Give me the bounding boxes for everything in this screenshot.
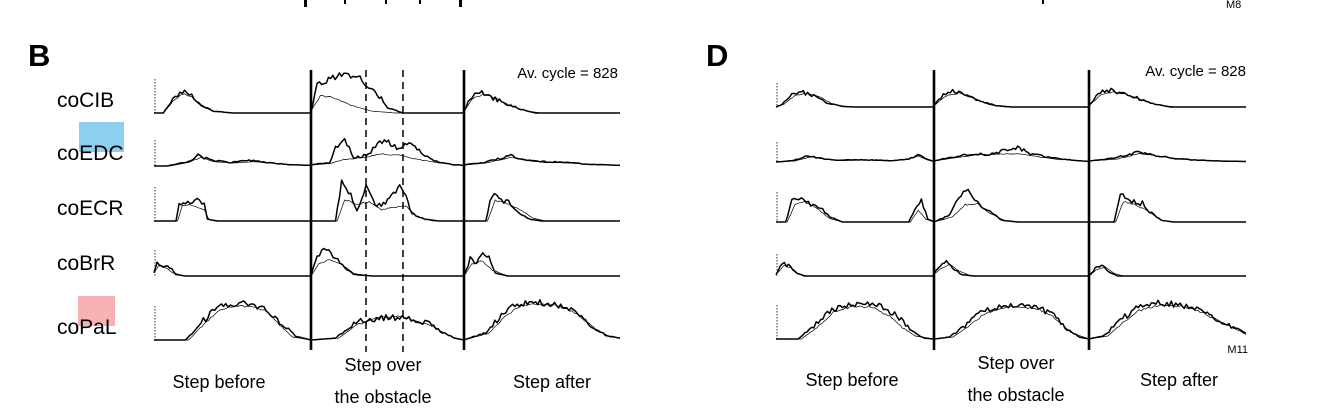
phase-label-3: Step after (513, 372, 591, 392)
muscle-label-cocib: coCIB (57, 89, 114, 112)
trace-thick-cobrr (153, 247, 620, 277)
phase-label-1: Step before (172, 372, 265, 392)
trace-thick-copal (776, 299, 1247, 340)
trace-thin-cobrr (153, 259, 620, 277)
phase-label-2: Step over (977, 353, 1054, 373)
trace-thin-coecr (776, 200, 1246, 223)
muscle-label-copal: coPaL (57, 316, 117, 339)
muscle-label-coecr: coECR (57, 197, 124, 220)
muscle-label-cobrr: coBrR (57, 252, 115, 275)
trace-thin-cobrr (775, 264, 1246, 277)
trace-thin-coedc (775, 153, 1246, 163)
trace-thick-copal (154, 299, 621, 341)
phase-label-2: the obstacle (334, 387, 431, 407)
phase-label-1: Step before (805, 370, 898, 390)
trace-thick-cobrr (775, 259, 1246, 277)
trace-thick-cocib (775, 87, 1246, 108)
corner-label: M11 (1227, 344, 1248, 356)
top-corner-label: M8 (1226, 0, 1241, 11)
trace-thin-cocib (775, 91, 1246, 108)
trace-thin-copal (154, 303, 621, 341)
trace-thick-cocib (154, 72, 620, 114)
top-cropped-fragment (304, 0, 1044, 7)
trace-thin-coedc (154, 153, 621, 167)
highlight-copal (78, 296, 115, 326)
phase-label-2: Step over (344, 355, 421, 375)
cycle-annotation: Av. cycle = 828 (517, 65, 618, 82)
muscle-label-coedc: coEDC (57, 142, 124, 165)
panel-d: D Av. cycle = 828 M11 Step before Step over t… (706, 38, 1248, 405)
trace-thin-coecr (154, 199, 620, 222)
trace-thick-coedc (775, 145, 1246, 163)
trace-thick-coecr (154, 179, 620, 222)
panel-letter: D (706, 38, 728, 73)
trace-thick-coedc (154, 137, 621, 167)
trace-thick-coecr (776, 188, 1246, 223)
cycle-annotation: Av. cycle = 828 (1145, 63, 1246, 80)
panel-b: B Av. cycle = 828 coCIB coEDC coECR coBrR coPa… (28, 38, 621, 407)
phase-label-3: Step after (1140, 370, 1218, 390)
panel-letter: B (28, 38, 50, 73)
phase-label-2: the obstacle (967, 385, 1064, 405)
trace-thin-cocib (154, 93, 620, 114)
trace-thin-copal (776, 304, 1247, 340)
highlight-coedc (79, 122, 124, 152)
